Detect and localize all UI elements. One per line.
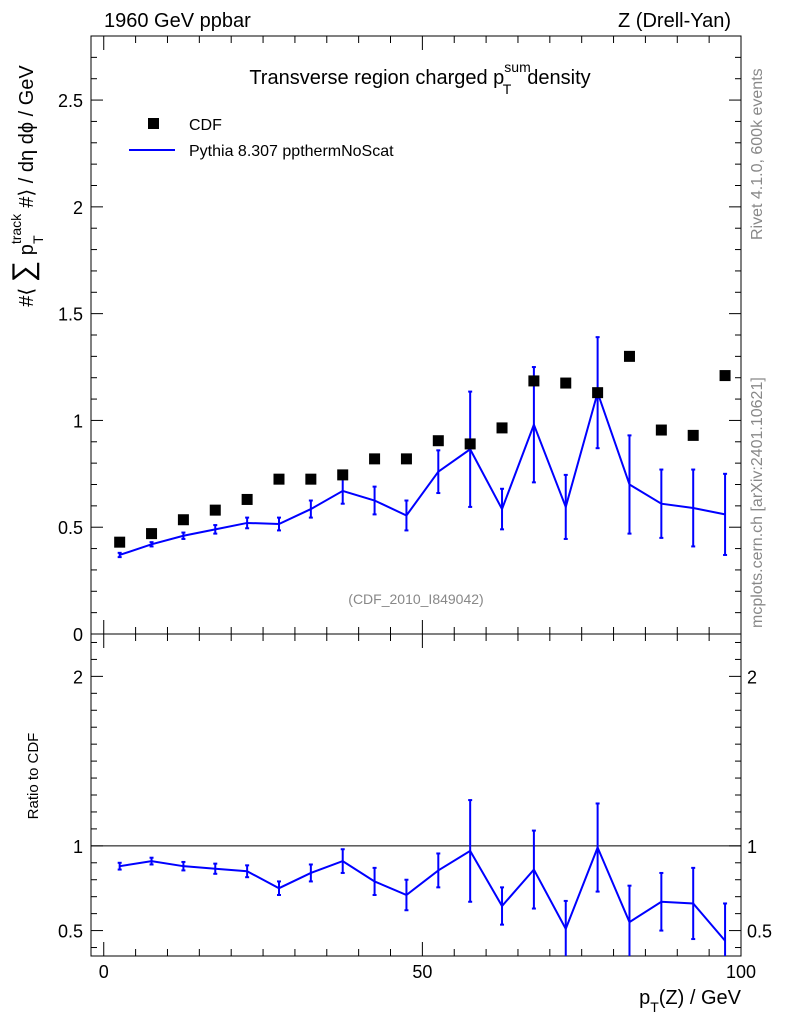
cdf-point [400,453,412,465]
cdf-point [592,387,604,399]
legend-label-pythia: Pythia 8.307 ppthermNoScat [189,143,394,160]
legend: CDF Pythia 8.307 ppthermNoScat [129,117,394,160]
cdf-point [464,438,476,450]
ratio-xtick-labels: 0 50 100 [99,962,756,982]
cdf-point [146,528,158,540]
ylabel-p: p [16,244,38,261]
main-ytick-label: 1 [73,411,83,431]
cdf-point [177,514,189,526]
ratio-xtick-label: 100 [726,962,756,982]
main-ytick-label: 2 [73,198,83,218]
mcplots-label: mcplots.cern.ch [arXiv:2401.10621] [749,377,766,628]
ratio-line [119,844,726,942]
pythia-line [119,389,726,556]
ratio-ytick-label-right: 2 [747,667,757,687]
ylabel-post: #⟩ / dη dϕ / GeV [16,65,38,214]
cdf-point [655,424,667,436]
header-right: Z (Drell-Yan) [618,10,731,32]
main-panel: 0 0.5 1 1.5 2 2.5 Transverse region charged p… [7,35,742,645]
ratio-ytick-label-left: 1 [73,837,83,857]
xlabel-p: p [639,987,650,1009]
legend-label-cdf: CDF [189,117,222,134]
ratio-ytick-label-right: 0.5 [747,922,772,942]
xlabel-tail: (Z) / GeV [659,987,742,1009]
main-ytick-label: 1.5 [58,305,83,325]
ratio-ytick-label-left: 2 [73,667,83,687]
ratio-data [117,799,728,956]
ratio-ytick-labels: 0.5 0.5 1 1 2 2 [58,667,772,941]
rivet-label: Rivet 4.1.0, 600k events [749,68,766,240]
cdf-point [114,536,126,548]
xlabel-sub: T [650,999,659,1015]
cdf-point [369,453,381,465]
title-sup: sum [504,59,530,75]
title-tail: density [527,67,590,89]
cdf-point [560,377,572,389]
cdf-point [209,504,221,516]
analysis-watermark: (CDF_2010_I849042) [348,591,483,607]
ratio-frame [90,633,742,957]
ratio-xtick-label: 50 [412,962,432,982]
ratio-ytick-label-left: 0.5 [58,922,83,942]
main-ylabel: #⟨ ∑ ptrack T #⟩ / dη dϕ / GeV [7,65,46,307]
ylabel-sup: track [8,213,24,244]
legend-marker-cdf [148,118,159,129]
title-sub: T [503,81,512,97]
ratio-ytick-label-right: 1 [747,837,757,857]
cdf-point [241,493,253,505]
ratio-ylabel: Ratio to CDF [25,733,42,820]
cdf-point [719,370,731,382]
cdf-point [496,422,508,434]
ratio-ticks [91,634,742,956]
ylabel-sum: ∑ [7,261,40,282]
ratio-panel: 0.5 0.5 1 1 2 2 0 50 100 Ratio to CDF pT(Z) / G… [25,633,772,1015]
ylabel-sub: T [30,235,46,244]
cdf-point [528,375,540,387]
cdf-point [305,473,317,485]
main-data [114,336,731,559]
cdf-point [687,429,699,441]
main-ytick-label: 2.5 [58,91,83,111]
main-ticks [91,35,742,635]
cdf-point [273,473,285,485]
header-left: 1960 GeV ppbar [104,10,251,32]
ylabel-pre: #⟨ [16,282,38,306]
ratio-xlabel: pT(Z) / GeV [639,987,742,1015]
cdf-point [432,435,444,447]
main-ytick-label: 0.5 [58,518,83,538]
main-ytick-labels: 0 0.5 1 1.5 2 2.5 [58,91,83,645]
title-main: Transverse region charged p [249,67,504,89]
main-ytick-label: 0 [73,625,83,645]
cdf-point [337,469,349,481]
ratio-xtick-label: 0 [99,962,109,982]
cdf-point [623,350,635,362]
